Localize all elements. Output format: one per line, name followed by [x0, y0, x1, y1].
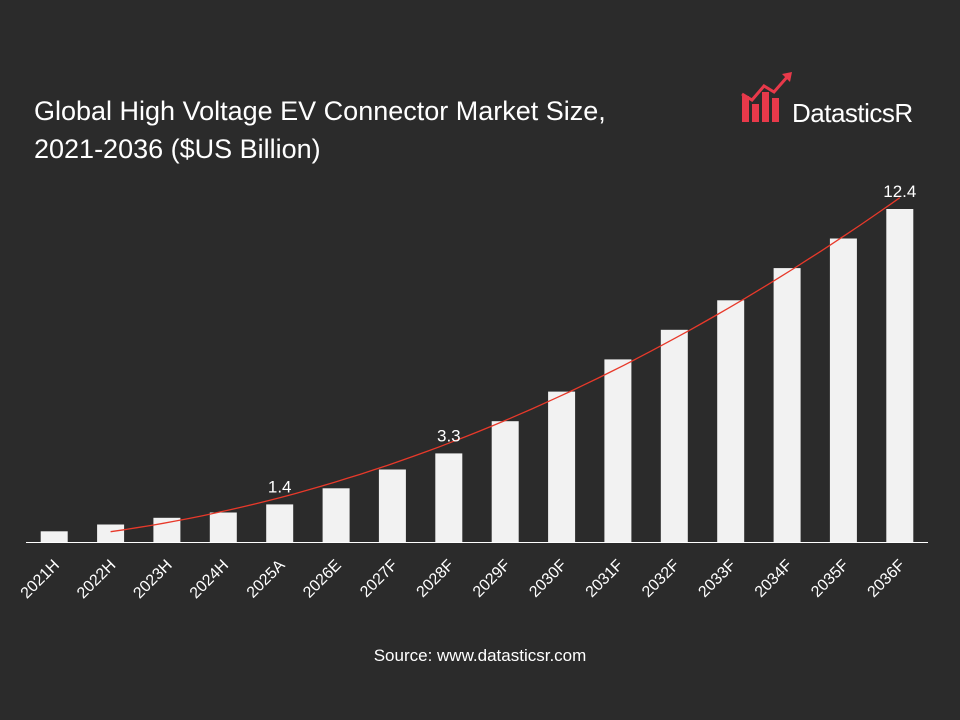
- x-tick-label: 2034F: [752, 557, 796, 601]
- bar-2031F: [604, 359, 632, 542]
- x-tick-label: 2025A: [244, 557, 289, 602]
- bar-2026E: [322, 488, 350, 542]
- logo-text: DatasticsR: [792, 98, 913, 128]
- source-note: Source: www.datasticsr.com: [373, 646, 587, 665]
- bar-2023H: [153, 517, 181, 542]
- chart-title-line-1: Global High Voltage EV Connector Market …: [34, 96, 606, 126]
- x-tick-label: 2031F: [583, 557, 627, 601]
- x-tick-label: 2022H: [74, 557, 119, 602]
- x-tick-label: 2023H: [130, 557, 175, 602]
- x-tick-label: 2021H: [18, 557, 63, 602]
- trend-line: [110, 197, 901, 533]
- bar-2032F: [660, 329, 688, 542]
- x-tick-label: 2028F: [414, 557, 458, 601]
- bar-2021H: [40, 531, 68, 542]
- datasticsr-logo: DatasticsR: [740, 70, 930, 130]
- data-label: 1.4: [268, 477, 292, 496]
- bar-chart-growth-arrow-icon: [741, 72, 792, 122]
- x-tick-label: 2029F: [470, 557, 514, 601]
- bar-2027F: [378, 469, 406, 542]
- x-tick-label: 2024H: [187, 557, 232, 602]
- bar-2028F: [435, 453, 463, 542]
- bar-2035F: [829, 238, 857, 542]
- bar-2034F: [773, 268, 801, 542]
- x-tick-label: 2026E: [300, 557, 345, 602]
- bar-2033F: [717, 300, 745, 542]
- data-label: 12.4: [883, 182, 916, 201]
- data-label: 3.3: [437, 426, 461, 445]
- bar-2024H: [209, 512, 237, 542]
- x-tick-label: 2032F: [639, 557, 683, 601]
- x-tick-label: 2036F: [865, 557, 909, 601]
- x-tick-label: 2030F: [526, 557, 570, 601]
- bar-2022H: [97, 524, 125, 542]
- chart-title: Global High Voltage EV Connector Market …: [34, 92, 674, 168]
- bar-2036F: [886, 209, 914, 542]
- x-tick-label: 2035F: [808, 557, 852, 601]
- bar-2025A: [266, 504, 294, 542]
- x-tick-label: 2033F: [695, 557, 739, 601]
- chart-title-line-2: 2021-2036 ($US Billion): [34, 134, 321, 164]
- bar-2030F: [548, 391, 576, 542]
- x-tick-label: 2027F: [357, 557, 401, 601]
- bar-2029F: [491, 421, 519, 542]
